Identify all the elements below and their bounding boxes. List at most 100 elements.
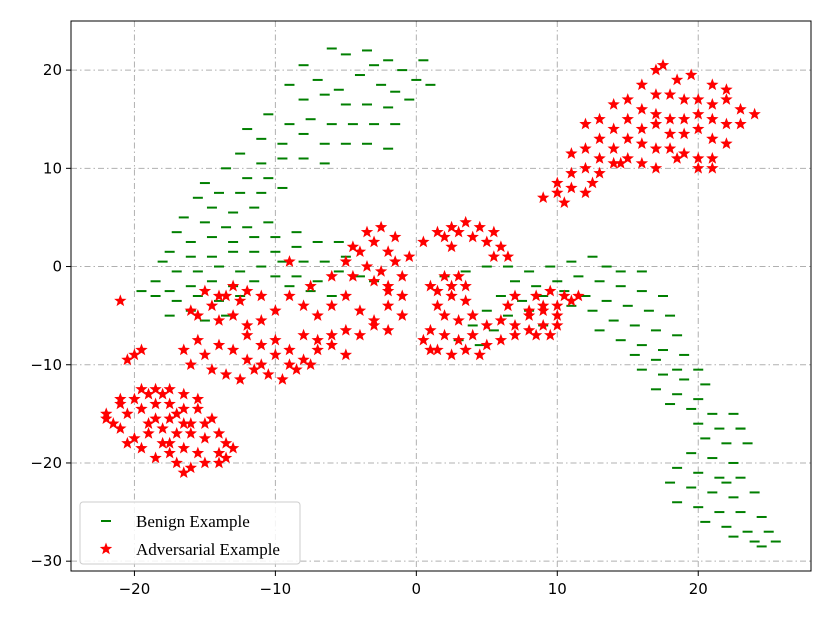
adversarial-point — [607, 156, 620, 169]
adversarial-point — [663, 127, 677, 140]
adversarial-point — [445, 220, 458, 233]
adversarial-point — [459, 279, 472, 292]
adversarial-point — [128, 431, 141, 444]
adversarial-point — [212, 289, 226, 302]
adversarial-point — [381, 245, 395, 258]
adversarial-point — [586, 176, 599, 189]
adversarial-points — [100, 58, 761, 479]
adversarial-point — [184, 358, 197, 371]
adversarial-point — [593, 166, 606, 179]
legend-star-marker — [99, 542, 113, 555]
adversarial-point — [177, 387, 190, 400]
adversarial-point — [670, 152, 684, 164]
adversarial-point — [219, 368, 233, 380]
adversarial-point — [198, 456, 212, 469]
adversarial-point — [212, 446, 226, 459]
adversarial-point — [522, 309, 536, 321]
adversarial-point — [170, 456, 183, 469]
x-tick-label: 20 — [689, 580, 708, 598]
legend-label-benign: Benign Example — [136, 512, 250, 531]
adversarial-point — [396, 269, 409, 282]
adversarial-point — [184, 427, 197, 439]
adversarial-point — [445, 348, 458, 361]
adversarial-point — [156, 422, 169, 434]
adversarial-point — [480, 338, 493, 351]
adversarial-point — [685, 68, 698, 81]
adversarial-point — [607, 142, 620, 154]
adversarial-point — [311, 333, 324, 346]
legend-item-adversarial: Adversarial Example — [99, 540, 280, 559]
adversarial-point — [177, 343, 190, 356]
adversarial-point — [424, 279, 437, 292]
adversarial-point — [381, 299, 395, 312]
adversarial-point — [304, 279, 317, 292]
adversarial-point — [177, 466, 190, 479]
adversarial-point — [311, 309, 324, 321]
y-tick-label: 0 — [52, 258, 62, 276]
adversarial-point — [529, 289, 543, 302]
adversarial-point — [276, 372, 289, 385]
adversarial-point — [452, 314, 465, 326]
plot-frame — [70, 20, 812, 572]
adversarial-point — [381, 323, 395, 336]
adversarial-point — [191, 333, 205, 346]
adversarial-point — [135, 402, 148, 415]
adversarial-point — [649, 161, 663, 174]
adversarial-point — [565, 294, 578, 307]
adversarial-point — [339, 289, 353, 302]
adversarial-point — [191, 402, 205, 415]
adversarial-point — [593, 112, 606, 125]
adversarial-point — [389, 255, 402, 267]
adversarial-point — [100, 412, 113, 425]
legend-marker-adversarial — [99, 542, 113, 555]
adversarial-point — [452, 225, 465, 238]
adversarial-point — [163, 412, 176, 425]
adversarial-point — [431, 343, 444, 356]
adversarial-point — [396, 309, 409, 321]
grid-lines — [71, 21, 811, 571]
adversarial-point — [205, 412, 219, 425]
adversarial-point — [692, 161, 705, 174]
adversarial-point — [198, 284, 212, 297]
adversarial-point — [381, 284, 395, 297]
adversarial-point — [431, 284, 444, 297]
adversarial-point — [494, 333, 508, 346]
adversarial-point — [551, 186, 564, 199]
adversarial-point — [114, 294, 127, 307]
adversarial-point — [353, 304, 367, 316]
adversarial-point — [219, 289, 233, 302]
adversarial-point — [269, 304, 282, 316]
adversarial-point — [649, 107, 663, 120]
adversarial-point — [466, 328, 479, 341]
adversarial-point — [325, 299, 338, 312]
adversarial-point — [156, 387, 169, 400]
adversarial-point — [635, 102, 649, 115]
adversarial-point — [135, 343, 148, 356]
adversarial-point — [367, 318, 381, 331]
adversarial-point — [607, 97, 620, 110]
adversarial-point — [121, 436, 134, 449]
adversarial-point — [670, 73, 684, 86]
adversarial-point — [325, 328, 338, 341]
adversarial-point — [649, 88, 663, 100]
adversarial-point — [163, 446, 176, 459]
adversarial-point — [128, 348, 141, 361]
adversarial-point — [255, 314, 268, 326]
adversarial-point — [621, 93, 634, 105]
adversarial-point — [466, 309, 479, 321]
adversarial-point — [487, 250, 501, 262]
adversarial-point — [212, 338, 226, 351]
adversarial-point — [219, 451, 233, 464]
adversarial-point — [219, 436, 233, 449]
legend-item-benign: Benign Example — [101, 512, 250, 531]
y-tick-label: 20 — [43, 61, 62, 79]
adversarial-point — [551, 299, 564, 312]
adversarial-point — [255, 289, 268, 302]
adversarial-point — [297, 299, 310, 312]
adversarial-point — [438, 269, 451, 282]
adversarial-point — [537, 191, 550, 204]
adversarial-point — [163, 382, 176, 395]
x-tick-label: 10 — [548, 580, 567, 598]
